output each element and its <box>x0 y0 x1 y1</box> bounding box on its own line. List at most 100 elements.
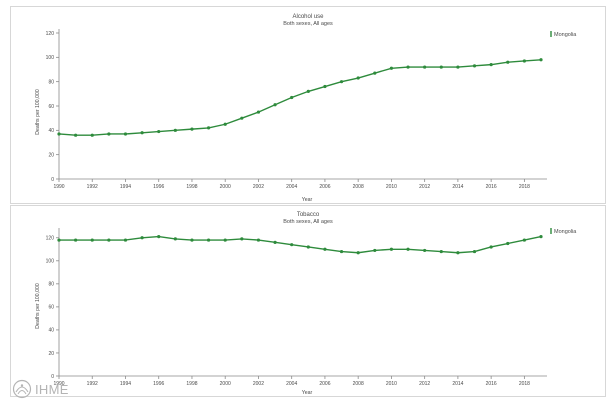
y-tick-label: 120 <box>46 236 55 242</box>
series-line-mongolia <box>59 235 542 254</box>
series-line-mongolia <box>58 59 542 136</box>
data-point[interactable] <box>157 129 161 134</box>
data-point[interactable] <box>439 249 443 254</box>
data-point[interactable] <box>290 95 294 100</box>
plot-area: 0 20 40 60 80 100 120 1990 1992 1994 1996 1998 2000 2… <box>46 29 577 190</box>
y-axis-label: Deaths per 100,000 <box>35 283 41 329</box>
x-tick-label: 1990 <box>53 381 64 387</box>
data-point[interactable] <box>57 238 61 242</box>
data-point[interactable] <box>456 251 460 255</box>
data-point[interactable] <box>74 238 78 242</box>
data-point[interactable] <box>323 247 327 251</box>
x-tick-label: 2000 <box>220 381 231 387</box>
data-point[interactable] <box>489 63 493 67</box>
y-tick-label: 80 <box>48 79 54 85</box>
data-point[interactable] <box>323 84 327 89</box>
y-tick-label: 40 <box>48 328 54 334</box>
data-point[interactable] <box>306 89 310 93</box>
logo-text: IHME <box>35 381 69 397</box>
data-point[interactable] <box>123 132 128 136</box>
data-point[interactable] <box>423 65 427 69</box>
x-tick-label: 2004 <box>286 381 297 387</box>
x-tick-label: 2016 <box>486 184 497 190</box>
y-tick-label: 20 <box>48 152 54 158</box>
x-tick-label: 1990 <box>53 184 64 190</box>
data-point[interactable] <box>256 238 261 242</box>
data-point[interactable] <box>140 236 144 240</box>
data-point[interactable] <box>356 251 360 255</box>
data-point[interactable] <box>223 122 227 126</box>
y-tick-label: 20 <box>48 351 54 357</box>
data-point[interactable] <box>123 238 128 242</box>
y-tick-label: 100 <box>46 55 55 61</box>
data-point[interactable] <box>157 235 161 239</box>
data-point[interactable] <box>389 247 394 251</box>
ihme-logo-icon <box>12 379 32 399</box>
data-point[interactable] <box>240 237 244 241</box>
data-point[interactable] <box>256 110 261 114</box>
data-point[interactable] <box>439 65 443 69</box>
data-point[interactable] <box>373 248 377 253</box>
chart-panel-alcohol: Alcohol use Both sexes, All ages Year De… <box>10 6 606 204</box>
x-tick-label: 1998 <box>186 184 197 190</box>
data-point[interactable] <box>57 132 61 136</box>
data-point[interactable] <box>290 243 294 247</box>
data-point[interactable] <box>206 126 211 130</box>
x-tick-label: 2008 <box>353 184 364 190</box>
data-point[interactable] <box>506 241 510 246</box>
data-point[interactable] <box>522 59 526 63</box>
data-point[interactable] <box>356 76 360 80</box>
x-tick-label: 1992 <box>87 381 98 387</box>
y-tick-label: 80 <box>48 282 54 288</box>
x-tick-label: 1992 <box>87 184 98 190</box>
data-point[interactable] <box>206 238 211 242</box>
data-point[interactable] <box>339 249 344 254</box>
x-tick-label: 1994 <box>120 381 131 387</box>
x-tick-label: 1998 <box>186 381 197 387</box>
data-point[interactable] <box>406 65 410 69</box>
data-point[interactable] <box>107 132 111 136</box>
data-point[interactable] <box>190 127 194 131</box>
data-point[interactable] <box>406 247 410 251</box>
data-point[interactable] <box>539 235 543 239</box>
legend-label: Mongolia <box>554 229 577 235</box>
data-point[interactable] <box>173 128 177 132</box>
data-point[interactable] <box>223 238 227 242</box>
x-tick-label: 2008 <box>353 381 364 387</box>
x-tick-label: 2010 <box>386 381 397 387</box>
x-tick-label: 1996 <box>153 184 164 190</box>
x-tick-label: 2018 <box>519 184 530 190</box>
x-tick-label: 2002 <box>253 184 264 190</box>
data-point[interactable] <box>74 133 78 137</box>
data-point[interactable] <box>472 64 477 68</box>
data-point[interactable] <box>489 245 493 249</box>
x-tick-label: 2004 <box>286 184 297 190</box>
data-point[interactable] <box>90 238 94 242</box>
data-point[interactable] <box>140 131 144 135</box>
data-point[interactable] <box>273 240 277 244</box>
data-point[interactable] <box>423 248 427 253</box>
data-point[interactable] <box>306 245 310 249</box>
x-axis-label: Year <box>302 390 313 396</box>
chart-svg-tobacco: Tobacco Both sexes, All ages Year Deaths… <box>35 212 577 396</box>
data-point[interactable] <box>389 66 394 70</box>
data-point[interactable] <box>373 71 377 75</box>
chart-subtitle: Both sexes, All ages <box>283 21 333 27</box>
data-point[interactable] <box>522 238 526 242</box>
data-point[interactable] <box>90 133 94 137</box>
x-tick-label: 2018 <box>519 381 530 387</box>
ihme-logo: IHME <box>12 378 69 400</box>
data-point[interactable] <box>539 58 543 62</box>
data-point[interactable] <box>173 237 177 241</box>
data-point[interactable] <box>506 60 510 64</box>
chart-subtitle: Both sexes, All ages <box>283 219 333 225</box>
data-point[interactable] <box>240 116 244 120</box>
data-point[interactable] <box>190 238 194 242</box>
data-point[interactable] <box>107 238 111 242</box>
x-axis-label: Year <box>302 197 313 203</box>
data-point[interactable] <box>273 103 277 107</box>
data-point[interactable] <box>339 80 344 84</box>
data-point[interactable] <box>456 65 460 69</box>
data-point[interactable] <box>472 249 477 254</box>
